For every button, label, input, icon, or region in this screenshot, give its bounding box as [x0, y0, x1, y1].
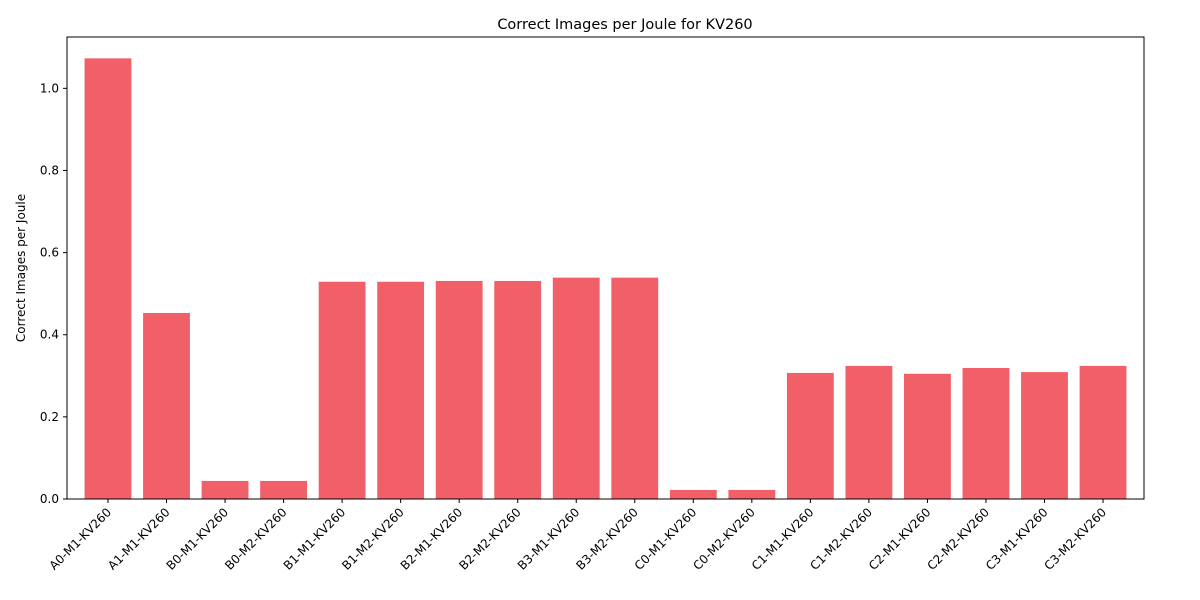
bar-c0-m1-kv260: [669, 489, 717, 499]
bar-b2-m2-kv260: [494, 280, 542, 499]
y-tick-label: 0.2: [40, 410, 59, 424]
bar-c1-m1-kv260: [786, 372, 834, 499]
bar-c2-m2-kv260: [962, 368, 1010, 499]
y-tick-label: 1.0: [40, 81, 59, 95]
bar-c3-m2-kv260: [1079, 365, 1127, 499]
bar-c0-m2-kv260: [728, 489, 776, 499]
bar-c1-m2-kv260: [845, 365, 893, 499]
bar-b1-m2-kv260: [377, 281, 425, 499]
y-tick-label: 0.8: [40, 163, 59, 177]
bar-b0-m1-kv260: [201, 480, 249, 499]
bar-b2-m1-kv260: [435, 280, 483, 499]
y-tick-label: 0.0: [40, 492, 59, 506]
y-axis-ticks: 0.0 0.2 0.4 0.6 0.8 1.0: [40, 81, 67, 506]
y-axis-title: Correct Images per Joule: [14, 194, 28, 342]
y-tick-label: 0.4: [40, 328, 59, 342]
bars-group: [84, 58, 1127, 499]
bar-b0-m2-kv260: [260, 480, 307, 499]
bar-b3-m2-kv260: [611, 277, 659, 499]
plot-frame: [66, 36, 1145, 500]
bar-c3-m1-kv260: [1021, 372, 1068, 499]
bar-b3-m1-kv260: [552, 277, 600, 499]
bar-b1-m1-kv260: [318, 281, 366, 499]
bar-a0-m1-kv260: [84, 58, 132, 499]
y-tick-label: 0.6: [40, 246, 59, 260]
bar-a1-m1-kv260: [143, 312, 190, 499]
chart-title: Correct Images per Joule for KV260: [497, 17, 752, 33]
bar-c2-m1-kv260: [904, 373, 951, 499]
